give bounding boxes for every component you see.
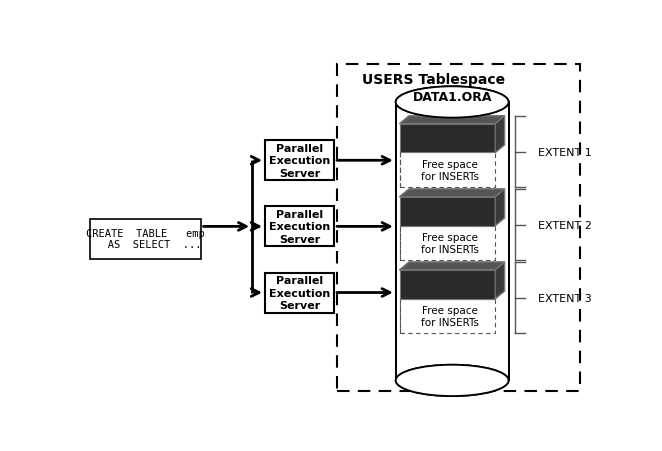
Text: Parallel
Execution
Server: Parallel Execution Server — [269, 210, 330, 244]
Polygon shape — [495, 262, 504, 299]
Text: CREATE  TABLE   emp
   AS  SELECT  ...: CREATE TABLE emp AS SELECT ... — [86, 228, 205, 250]
Text: Free space
for INSERTs: Free space for INSERTs — [421, 305, 479, 327]
Polygon shape — [495, 117, 504, 153]
Text: Parallel
Execution
Server: Parallel Execution Server — [269, 143, 330, 178]
Text: EXTENT 3: EXTENT 3 — [538, 293, 592, 303]
Bar — [265, 141, 334, 181]
Text: DATA1.ORA: DATA1.ORA — [412, 91, 492, 104]
Ellipse shape — [396, 365, 508, 396]
Ellipse shape — [396, 365, 508, 396]
Bar — [265, 207, 334, 247]
Text: Parallel
Execution
Server: Parallel Execution Server — [269, 276, 330, 310]
Text: DATA1.ORA: DATA1.ORA — [412, 91, 492, 104]
Bar — [400, 124, 495, 153]
Polygon shape — [400, 262, 504, 270]
Text: USERS Tablespace: USERS Tablespace — [362, 73, 506, 87]
Bar — [400, 226, 495, 261]
Bar — [265, 273, 334, 313]
Text: Free space
for INSERTs: Free space for INSERTs — [421, 160, 479, 181]
Bar — [400, 153, 495, 188]
Bar — [396, 103, 508, 381]
Polygon shape — [400, 117, 504, 124]
Text: Free space
for INSERTs: Free space for INSERTs — [421, 233, 479, 254]
Bar — [400, 270, 495, 299]
Ellipse shape — [396, 87, 508, 118]
Polygon shape — [495, 189, 504, 226]
Ellipse shape — [396, 87, 508, 118]
Bar — [400, 299, 495, 334]
Bar — [400, 197, 495, 226]
Text: EXTENT 2: EXTENT 2 — [538, 220, 592, 230]
Bar — [91, 219, 201, 259]
Polygon shape — [400, 189, 504, 197]
Text: EXTENT 1: EXTENT 1 — [538, 147, 592, 157]
Bar — [337, 64, 581, 391]
